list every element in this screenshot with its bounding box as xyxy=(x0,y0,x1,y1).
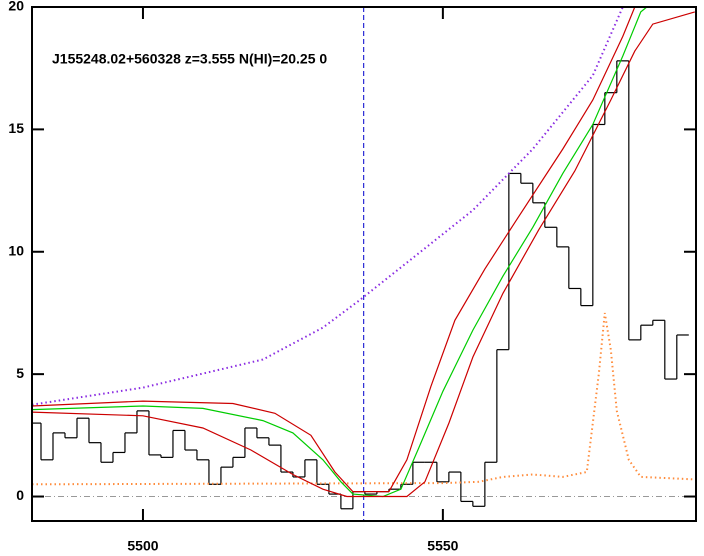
model-curve xyxy=(32,7,624,406)
model-curve xyxy=(32,7,648,498)
y-tick-label: 15 xyxy=(8,120,24,136)
plot-area xyxy=(32,7,696,521)
y-tick-label: 0 xyxy=(16,487,24,503)
model-curve xyxy=(32,7,636,493)
model-curve xyxy=(32,11,695,498)
y-tick-label: 20 xyxy=(8,0,24,14)
y-tick-label: 5 xyxy=(16,365,24,381)
x-tick-label: 5550 xyxy=(427,538,458,554)
annotation: J155248.02+560328 z=3.555 N(HI)=20.25 0 xyxy=(52,51,327,67)
axes-frame xyxy=(31,6,697,522)
x-tick-label: 5500 xyxy=(127,538,158,554)
y-tick-label: 10 xyxy=(8,242,24,258)
model-curve xyxy=(32,312,695,486)
